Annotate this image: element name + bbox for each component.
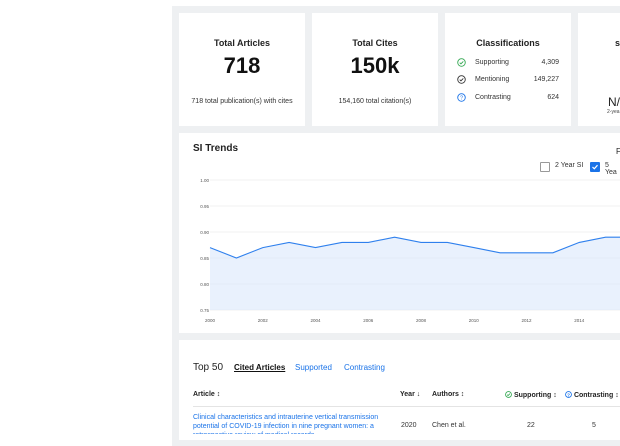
si-trends-title: SI Trends: [193, 143, 239, 154]
series-line: [209, 236, 620, 259]
series-area: [210, 237, 620, 310]
x-tick-label: 2006: [363, 318, 374, 323]
question-circle-icon: ?: [565, 391, 572, 398]
tab-supported[interactable]: Supported: [295, 363, 332, 372]
total-cites-value: 150k: [350, 53, 400, 78]
article-link[interactable]: Clinical characteristics and intrauterin…: [193, 414, 379, 434]
sort-icon: ↕: [615, 392, 619, 399]
si-card-sub: 2-yea: [607, 109, 620, 115]
si-card-value: N/: [608, 95, 620, 109]
header-authors-label: Authors: [432, 391, 459, 398]
question-circle-icon: ?: [457, 93, 466, 102]
y-tick-label: 0.85: [200, 256, 209, 261]
total-articles-card: Total Articles 718 718 total publication…: [179, 13, 305, 126]
total-cites-sub: 154,160 total citation(s): [338, 98, 412, 105]
x-tick-label: 2002: [258, 318, 269, 323]
x-tick-label: 2004: [310, 318, 321, 323]
total-articles-value: 718: [223, 53, 261, 78]
x-tick-label: 2010: [469, 318, 480, 323]
classification-row-mentioning: Mentioning 149,227: [457, 75, 559, 87]
row-supporting: 22: [527, 422, 535, 429]
total-cites-card: Total Cites 150k 154,160 total citation(…: [312, 13, 438, 126]
check-circle-icon: [457, 58, 466, 67]
svg-text:?: ?: [567, 392, 570, 397]
legend-2year-label: 2 Year SI: [555, 162, 584, 169]
classification-row-contrasting: ? Contrasting 624: [457, 93, 559, 105]
header-year-label: Year: [400, 391, 415, 398]
sort-icon: ↕: [216, 391, 221, 398]
top-articles-panel: [179, 340, 620, 440]
header-year[interactable]: Year ↓: [400, 391, 420, 398]
row-contrasting: 5: [592, 422, 596, 429]
tab-cited-articles[interactable]: Cited Articles: [234, 363, 286, 372]
check-circle-icon: [505, 391, 512, 398]
header-supporting-label: Supporting: [513, 392, 552, 399]
contrasting-value: 624: [547, 94, 559, 101]
x-tick-label: 2014: [574, 318, 585, 323]
classifications-title: Classifications: [476, 38, 540, 48]
total-articles-sub: 718 total publication(s) with cites: [191, 98, 293, 105]
supporting-value: 4,309: [541, 59, 559, 66]
total-cites-title: Total Cites: [352, 38, 398, 48]
mentioning-label: Mentioning: [475, 76, 510, 83]
classification-row-supporting: Supporting 4,309: [457, 58, 559, 70]
si-card-title: s: [615, 38, 620, 48]
si-trends-chart: 1.00 0.95 0.90 0.85 0.80 0.75 2000 2002 2004 2006…: [200, 178, 620, 323]
y-tick-label: 0.90: [200, 230, 209, 235]
contrasting-label: Contrasting: [475, 94, 511, 101]
table-divider: [193, 406, 620, 407]
si-summary-card: s N/ 2-yea: [578, 13, 620, 126]
legend-5year-checkbox[interactable]: [590, 162, 600, 172]
header-article-label: Article: [193, 391, 215, 398]
row-authors: Chen et al.: [432, 422, 466, 429]
header-article[interactable]: Article ↕: [193, 391, 220, 398]
supporting-label: Supporting: [475, 59, 509, 66]
sort-icon: ↕: [460, 391, 465, 398]
row-year: 2020: [401, 422, 417, 429]
x-tick-label: 2012: [521, 318, 532, 323]
y-tick-label: 1.00: [200, 178, 209, 183]
header-supporting[interactable]: Supporting ↕: [505, 391, 557, 399]
total-articles-title: Total Articles: [213, 38, 270, 48]
header-contrasting-label: Contrasting: [573, 392, 614, 399]
svg-text:?: ?: [460, 96, 463, 102]
legend-5year-label: 5 Yea: [605, 162, 617, 176]
y-tick-label: 0.95: [200, 204, 209, 209]
classifications-card: Classifications Supporting 4,309 Mention…: [445, 13, 571, 126]
y-tick-label: 0.75: [200, 308, 209, 313]
sort-icon: ↕: [553, 392, 557, 399]
x-tick-label: 2008: [416, 318, 427, 323]
legend-2year-checkbox[interactable]: [540, 162, 550, 172]
top-label: Top 50: [193, 362, 224, 373]
header-authors[interactable]: Authors ↕: [432, 391, 464, 398]
sort-down-icon: ↓: [416, 391, 421, 398]
filter-label: F: [616, 147, 620, 156]
mention-circle-icon: [457, 75, 466, 84]
mentioning-value: 149,227: [533, 76, 559, 83]
tab-contrasting[interactable]: Contrasting: [344, 363, 385, 372]
y-tick-label: 0.80: [200, 282, 209, 287]
x-tick-label: 2000: [205, 318, 216, 323]
header-contrasting[interactable]: ? Contrasting ↕: [565, 391, 619, 399]
checkmark-icon: [592, 164, 598, 170]
